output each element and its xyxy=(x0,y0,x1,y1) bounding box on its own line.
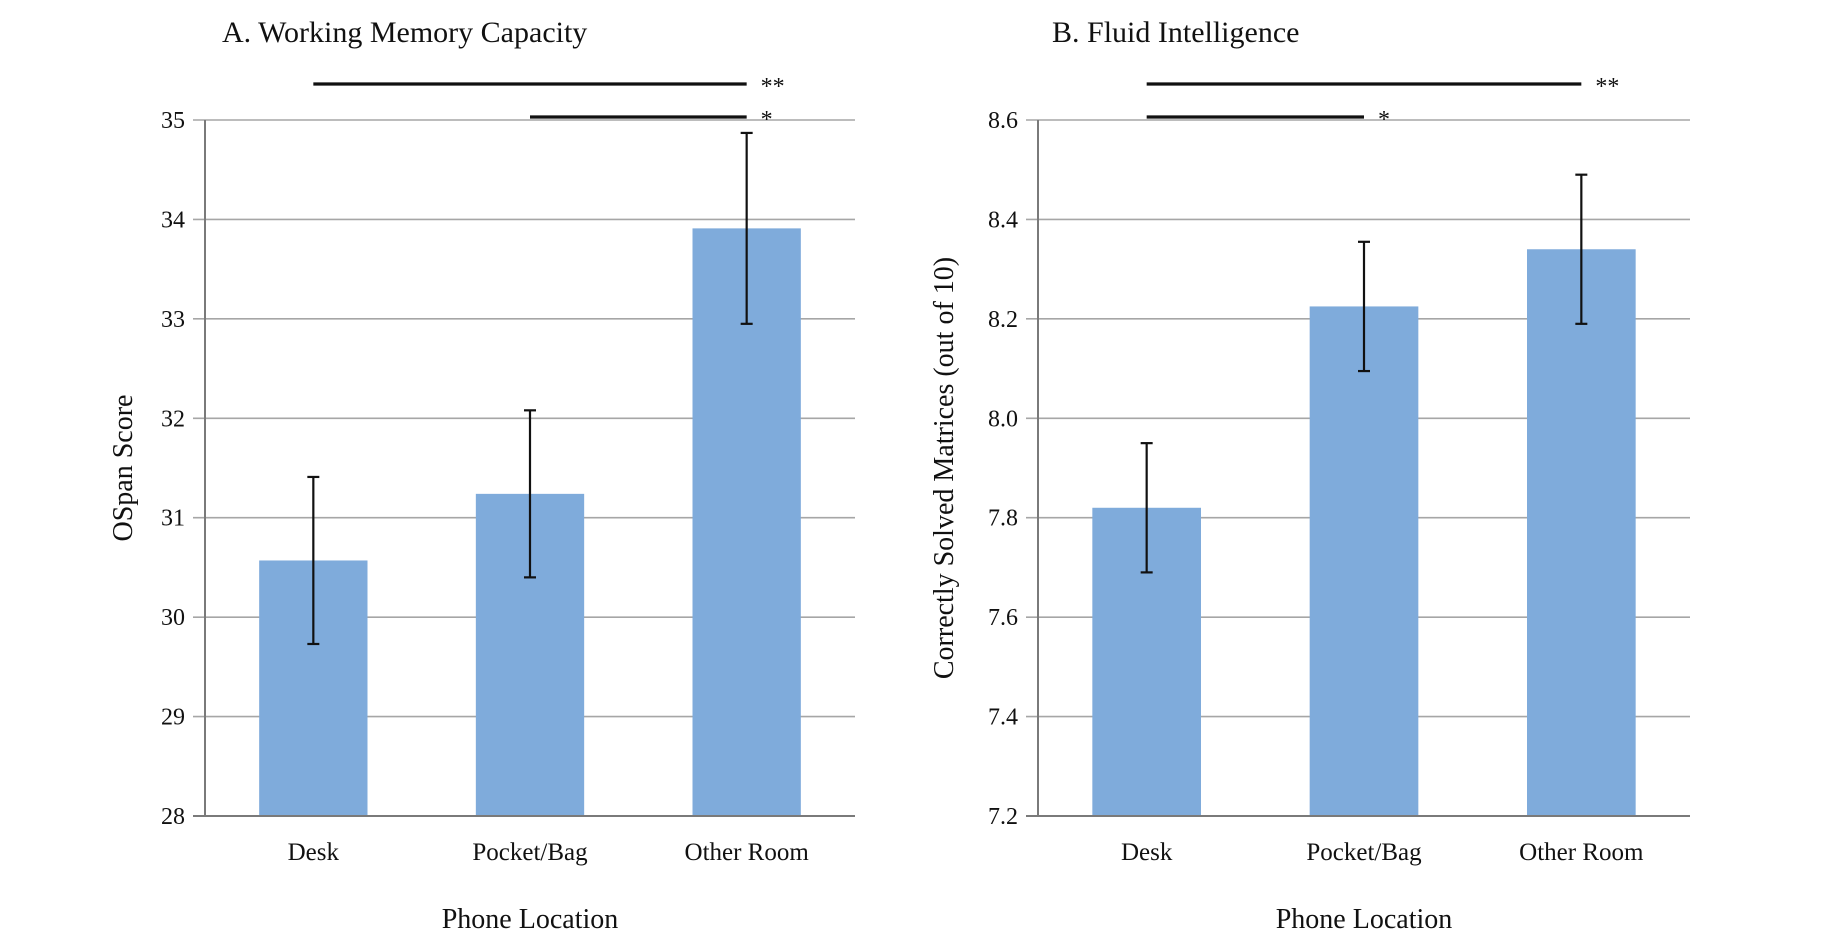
significance-label: * xyxy=(1378,107,1390,133)
x-tick-label: Pocket/Bag xyxy=(472,839,588,866)
y-tick-label: 8.0 xyxy=(988,406,1018,432)
y-tick-label: 32 xyxy=(161,406,185,432)
chart-panel-fluid-intelligence: 7.2 7.4 7.6 7.8 8.0 8.2 8.4 8.6 Desk Pocket/Bag Ot… xyxy=(929,16,1690,935)
x-tick-label: Desk xyxy=(288,839,340,866)
x-tick-label: Pocket/Bag xyxy=(1306,839,1422,866)
significance-label: ** xyxy=(1595,74,1619,100)
bar-other-room xyxy=(692,228,801,816)
chart-title: A. Working Memory Capacity xyxy=(222,16,587,49)
y-axis-label: OSpan Score xyxy=(108,395,139,542)
x-tick-label: Other Room xyxy=(685,839,810,866)
x-axis-label: Phone Location xyxy=(442,904,619,935)
y-tick-label: 7.6 xyxy=(988,605,1018,631)
chart-panel-working-memory: 28 29 30 31 32 33 34 35 Desk Pocket/Bag Other Room… xyxy=(108,16,855,935)
y-tick-label: 33 xyxy=(161,307,185,333)
y-axis-label: Correctly Solved Matrices (out of 10) xyxy=(929,257,960,679)
x-axis-label: Phone Location xyxy=(1276,904,1453,935)
y-tick-label: 29 xyxy=(161,705,185,731)
x-tick-label: Other Room xyxy=(1519,839,1644,866)
y-tick-label: 31 xyxy=(161,506,185,532)
x-tick-label: Desk xyxy=(1121,839,1173,866)
chart-title: B. Fluid Intelligence xyxy=(1052,16,1299,49)
significance-label: ** xyxy=(761,74,785,100)
y-tick-label: 8.6 xyxy=(988,108,1018,134)
y-tick-label: 34 xyxy=(161,207,185,233)
y-tick-label: 7.4 xyxy=(988,705,1018,731)
significance-label: * xyxy=(761,107,773,133)
bar-other-room xyxy=(1527,249,1636,816)
y-tick-label: 35 xyxy=(161,108,185,134)
bar-pocket-bag xyxy=(1309,306,1419,816)
y-tick-label: 8.4 xyxy=(988,207,1018,233)
y-tick-label: 30 xyxy=(161,605,185,631)
y-tick-label: 7.2 xyxy=(988,804,1018,830)
y-tick-label: 7.8 xyxy=(988,506,1018,532)
y-tick-label: 28 xyxy=(161,804,185,830)
y-tick-label: 8.2 xyxy=(988,307,1018,333)
